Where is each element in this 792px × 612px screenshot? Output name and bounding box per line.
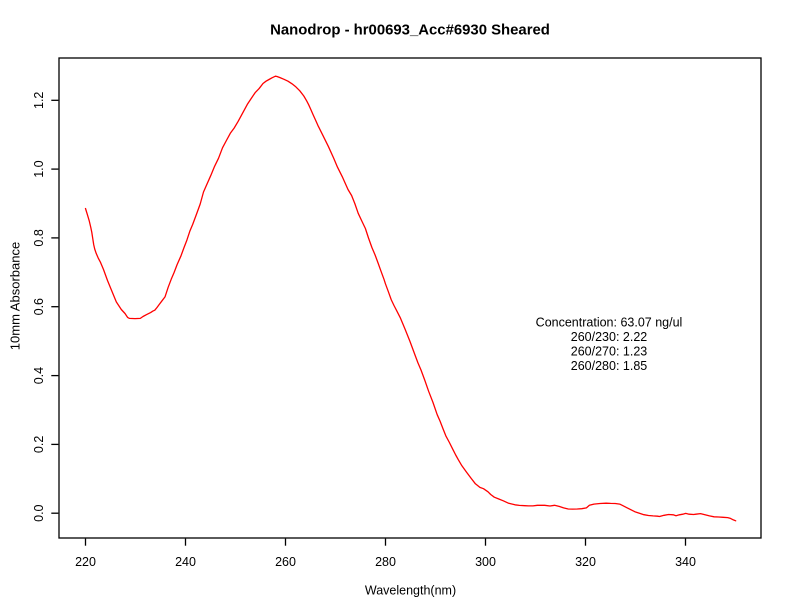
svg-text:220: 220 [75, 555, 96, 569]
svg-text:1.0: 1.0 [32, 160, 46, 177]
svg-text:0.0: 0.0 [32, 504, 46, 521]
svg-text:300: 300 [475, 555, 496, 569]
svg-text:Concentration: 63.07 ng/ul: Concentration: 63.07 ng/ul [536, 315, 683, 329]
svg-text:1.2: 1.2 [32, 92, 46, 109]
svg-text:Nanodrop - hr00693_Acc#6930 Sh: Nanodrop - hr00693_Acc#6930 Sheared [270, 23, 550, 39]
svg-text:240: 240 [175, 555, 196, 569]
svg-text:0.2: 0.2 [32, 436, 46, 453]
svg-text:340: 340 [675, 555, 696, 569]
svg-text:260: 260 [275, 555, 296, 569]
svg-text:260/280: 1.85: 260/280: 1.85 [571, 359, 648, 373]
svg-text:260/230: 2.22: 260/230: 2.22 [571, 330, 648, 344]
svg-text:0.4: 0.4 [32, 367, 46, 384]
svg-text:10mm Absorbance: 10mm Absorbance [8, 242, 23, 350]
svg-text:320: 320 [575, 555, 596, 569]
svg-text:0.8: 0.8 [32, 229, 46, 246]
svg-text:280: 280 [375, 555, 396, 569]
svg-text:Wavelength(nm): Wavelength(nm) [365, 584, 456, 598]
svg-text:0.6: 0.6 [32, 298, 46, 315]
svg-text:260/270: 1.23: 260/270: 1.23 [571, 344, 648, 358]
